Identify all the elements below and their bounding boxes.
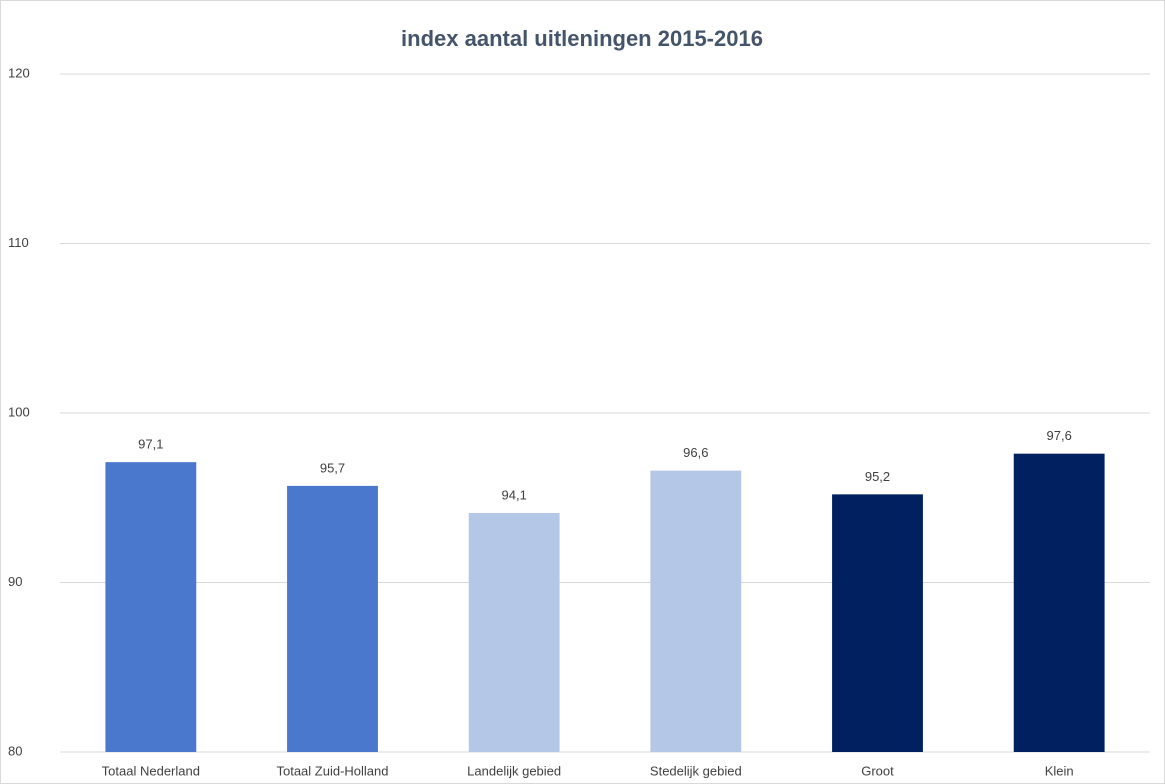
x-tick-label: Totaal Zuid-Holland: [276, 763, 388, 778]
y-tick-label: 110: [8, 235, 29, 250]
x-tick-label: Landelijk gebied: [467, 763, 561, 778]
bar: [1013, 453, 1105, 752]
y-tick-label: 90: [8, 574, 22, 589]
bar: [832, 494, 923, 752]
bar: [650, 470, 742, 752]
chart-title: index aantal uitleningen 2015-2016: [401, 26, 763, 51]
value-label: 95,2: [865, 469, 890, 484]
value-label: 96,6: [683, 445, 708, 460]
value-label: 97,1: [138, 437, 163, 452]
bar: [287, 485, 378, 752]
x-tick-label: Stedelijk gebied: [650, 763, 742, 778]
x-tick-label: Groot: [861, 763, 894, 778]
y-tick-label: 120: [8, 65, 30, 80]
value-label: 95,7: [320, 460, 345, 475]
y-tick-label: 80: [8, 743, 22, 758]
y-tick-label: 100: [8, 404, 30, 419]
x-tick-label: Klein: [1045, 763, 1074, 778]
bar: [468, 513, 560, 752]
x-tick-label: Totaal Nederland: [102, 763, 200, 778]
value-label: 97,6: [1047, 428, 1072, 443]
value-label: 94,1: [502, 487, 527, 502]
bar: [105, 462, 197, 752]
